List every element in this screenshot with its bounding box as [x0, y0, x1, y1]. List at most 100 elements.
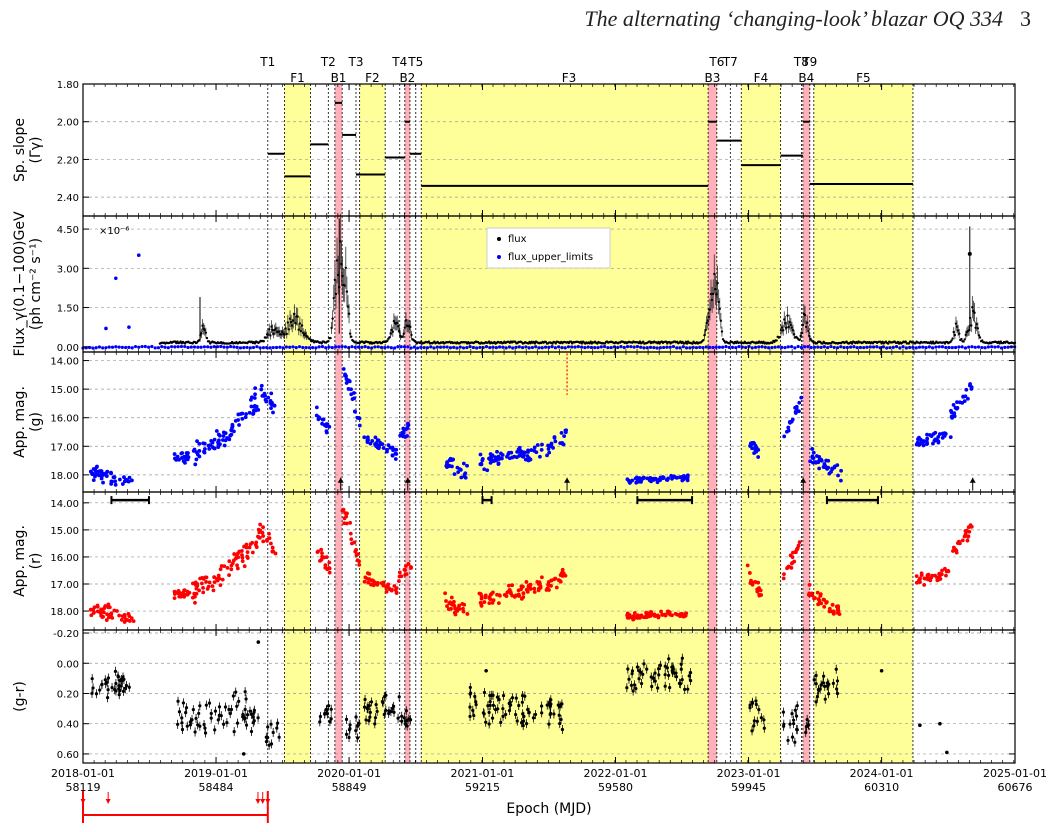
flux-point [284, 327, 287, 330]
upper-limit-point [642, 346, 646, 350]
color-index-point [521, 712, 525, 716]
r-mag-point [822, 604, 827, 609]
color-index-point [814, 682, 818, 686]
flux-point [201, 324, 204, 327]
flux-point [886, 342, 890, 345]
g-mag-point [175, 454, 180, 459]
r-mag-point [409, 565, 413, 569]
r-mag-point [487, 596, 492, 601]
burst-label-B1: B1 [331, 71, 347, 85]
r-mag-point [937, 572, 942, 576]
g-mag-point [942, 434, 947, 438]
r-mag-point [340, 508, 345, 513]
flux-point [204, 331, 208, 334]
color-index-point [540, 711, 544, 715]
g-mag-point [652, 477, 657, 482]
color-index-point [249, 729, 254, 734]
r-mag-point [938, 577, 943, 581]
g-mag-point [113, 479, 118, 484]
g-mag-point [925, 436, 930, 441]
gr-y-tick-label: 0.60 [57, 750, 79, 761]
r-mag-point [247, 545, 252, 550]
x-axis-label: Epoch (MJD) [506, 801, 591, 817]
color-index-point [176, 699, 180, 703]
upper-limit-point [225, 345, 229, 349]
x-tick-label-date: 2019-01-01 [184, 767, 248, 780]
flux-point [958, 332, 961, 335]
upper-limit-point [189, 345, 193, 349]
color-index-point [674, 675, 679, 679]
gr-y-tick-label: 0.20 [57, 689, 79, 700]
color-index-point [119, 684, 123, 688]
r-mag-point [207, 580, 212, 585]
x-tick-label-mjd: 58849 [332, 781, 367, 794]
g-mag-point [931, 441, 935, 446]
color-index-point [252, 719, 256, 723]
color-index-point [689, 678, 693, 683]
color-index-point [559, 717, 563, 722]
g-mag-point [93, 474, 97, 479]
color-index-point [795, 728, 799, 732]
upper-limit-point [402, 345, 407, 349]
r-mag-point [524, 580, 529, 584]
r-mag-point [926, 572, 931, 577]
flux-point [266, 333, 270, 336]
r-mag-point [104, 618, 109, 622]
r-mag-point [923, 576, 928, 581]
flux-point [705, 321, 708, 325]
flux-point [775, 339, 778, 342]
flux-point [783, 318, 786, 321]
upper-limit-point [947, 345, 951, 350]
r-mag-point [261, 534, 266, 538]
r-mag-point [210, 584, 215, 589]
upper-limit-point [311, 346, 315, 350]
transition-label-T6: T6 [708, 55, 724, 69]
g-mag-point [951, 403, 956, 407]
color-index-point [495, 695, 500, 699]
upper-limit-point [721, 345, 725, 349]
r-mag-point [922, 583, 927, 587]
g-mag-point [793, 410, 798, 415]
r-mag-point [951, 549, 955, 553]
color-index-point [373, 722, 377, 726]
burst-label-B2: B2 [399, 71, 415, 85]
r-mag-point [966, 534, 971, 539]
g-mag-point [99, 469, 104, 474]
flux-point [953, 333, 957, 337]
gr-y-tick-label: -0.20 [53, 629, 79, 640]
transition-label-T5: T5 [407, 55, 423, 69]
upper-limit-point [399, 345, 403, 349]
flux-point [269, 334, 272, 337]
g-mag-point [665, 478, 670, 482]
color-index-point [814, 673, 818, 678]
r-mag-point [653, 614, 658, 618]
upper-limit-point [589, 345, 594, 350]
r-mag-point [320, 551, 324, 556]
upper-limit-point [324, 346, 328, 350]
flux-point [998, 342, 1001, 345]
flux-point [973, 311, 976, 314]
r-mag-point [794, 547, 799, 552]
upper-limit-point [458, 345, 462, 349]
color-index-point [90, 691, 94, 695]
g-mag-point [495, 449, 499, 454]
upper-limit-point [475, 346, 479, 350]
slope-y-label-unit: (Γγ) [28, 136, 44, 163]
g-mag-point [253, 408, 258, 413]
color-index-point [630, 669, 635, 673]
g-mag-point [538, 454, 542, 459]
color-index-point [118, 688, 122, 693]
transition-label-T3: T3 [348, 55, 364, 69]
x-tick-label-date: 2021-01-01 [451, 767, 515, 780]
color-index-point [521, 724, 525, 728]
r-mag-point [271, 549, 276, 554]
flux-point [409, 325, 412, 329]
upper-limit-point [894, 345, 899, 349]
color-index-point [357, 721, 361, 725]
upper-limit-point [773, 345, 777, 349]
flux-point [807, 329, 810, 333]
g-mag-point [628, 481, 632, 485]
upper-limit-point [570, 345, 574, 349]
color-index-point [674, 671, 678, 675]
color-index-point [517, 703, 521, 708]
